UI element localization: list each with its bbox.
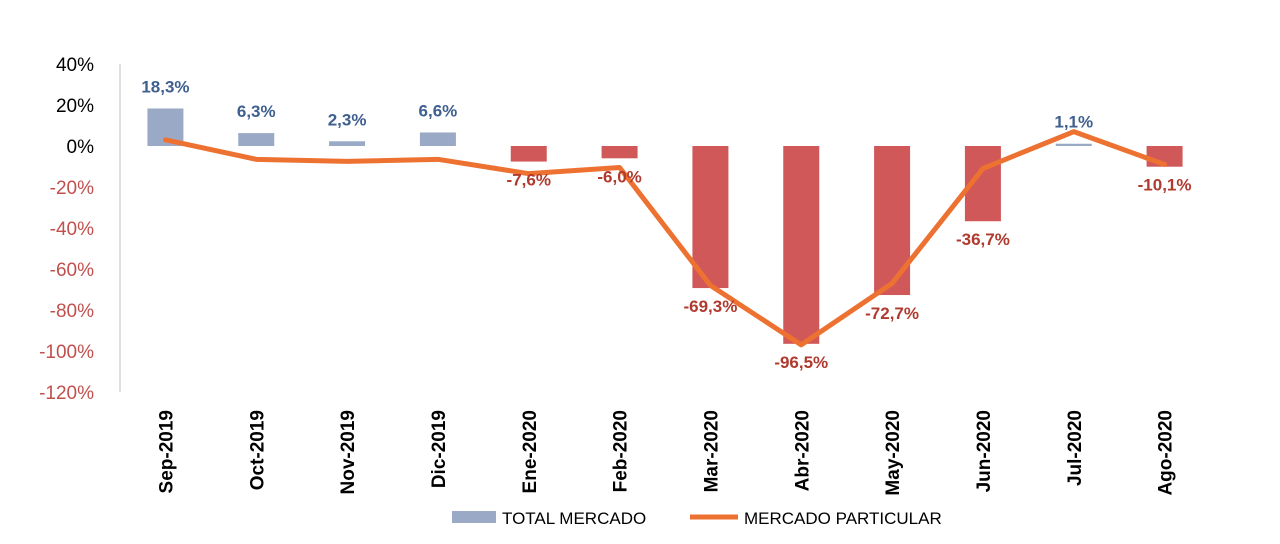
data-label-feb-2020: -6,0% [597, 167, 641, 186]
x-tick-label-oct-2019: Oct-2019 [247, 410, 268, 490]
data-label-ago-2020: -10,1% [1138, 176, 1192, 195]
data-label-oct-2019: 6,3% [237, 102, 276, 121]
y-tick-label: 20% [56, 96, 94, 117]
legend-swatch-total-mercado [452, 511, 496, 523]
data-label-jul-2020: 1,1% [1054, 113, 1093, 132]
y-tick-label: 0% [67, 137, 95, 158]
bar-may-2020 [874, 146, 911, 296]
legend-label-mercado-particular: MERCADO PARTICULAR [744, 509, 942, 528]
data-labels: 18,3% 6,3% 2,3% 6,6% -7,6% -6,0% -69,3% -96,5% -… [141, 77, 1191, 371]
x-tick-label-nov-2019: Nov-2019 [338, 410, 359, 495]
x-tick-label-jun-2020: Jun-2020 [974, 410, 995, 492]
data-label-mar-2020: -69,3% [683, 297, 737, 316]
line-mercado-particular [162, 129, 1168, 348]
bar-jul-2020 [1055, 143, 1092, 146]
data-label-dic-2019: 6,6% [419, 101, 458, 120]
x-tick-label-abr-2020: Abr-2020 [792, 410, 813, 491]
x-tick-label-dic-2019: Dic-2019 [429, 410, 450, 488]
bar-nov-2019 [329, 141, 366, 146]
y-tick-label: -20% [50, 178, 94, 199]
bars [147, 108, 1183, 344]
y-tick-label: 40% [56, 55, 94, 76]
legend: TOTAL MERCADO MERCADO PARTICULAR [452, 509, 942, 528]
x-tick-label-mar-2020: Mar-2020 [701, 410, 722, 492]
data-label-jun-2020: -36,7% [956, 230, 1010, 249]
x-tick-label-ago-2020: Ago-2020 [1156, 410, 1177, 496]
data-label-sep-2019: 18,3% [141, 77, 189, 96]
x-axis: Sep-2019 Oct-2019 Nov-2019 Dic-2019 Ene-2020… [156, 410, 1176, 496]
x-tick-label-sep-2019: Sep-2019 [156, 410, 177, 493]
bar-feb-2020 [601, 146, 638, 159]
bar-oct-2019 [238, 133, 275, 146]
data-label-may-2020: -72,7% [865, 304, 919, 323]
bar-mar-2020 [692, 146, 729, 289]
bar-abr-2020 [783, 146, 820, 344]
line-series [162, 129, 1168, 348]
x-tick-label-ene-2020: Ene-2020 [520, 410, 541, 493]
y-tick-label: -60% [50, 260, 94, 281]
y-tick-label: -100% [39, 342, 94, 363]
y-axis: 40% 20% 0% -20% -40% -60% -80% -100% -120% [39, 55, 121, 404]
data-label-nov-2019: 2,3% [328, 110, 367, 129]
x-tick-label-feb-2020: Feb-2020 [611, 410, 632, 492]
bar-dic-2019 [419, 132, 456, 146]
data-label-abr-2020: -96,5% [774, 353, 828, 372]
y-tick-label: -80% [50, 301, 94, 322]
bar-ene-2020 [510, 146, 547, 162]
y-tick-label: -40% [50, 219, 94, 240]
data-label-ene-2020: -7,6% [507, 171, 551, 190]
x-tick-label-may-2020: May-2020 [883, 410, 904, 496]
x-tick-label-jul-2020: Jul-2020 [1065, 410, 1086, 486]
legend-label-total-mercado: TOTAL MERCADO [502, 509, 646, 528]
y-tick-label: -120% [39, 383, 94, 404]
